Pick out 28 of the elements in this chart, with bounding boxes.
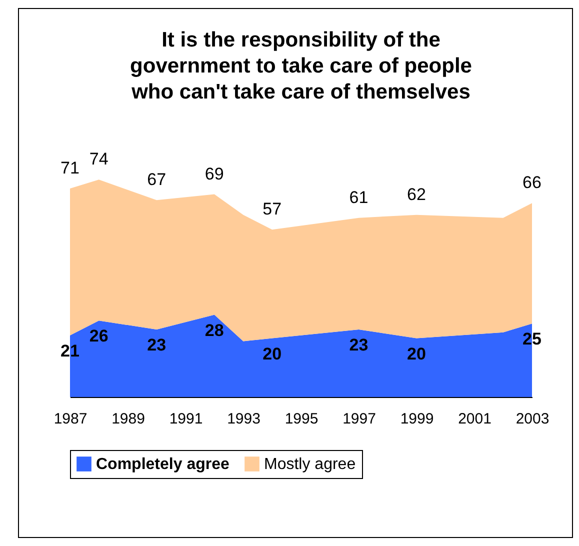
x-tick-label: 2003 <box>516 410 550 428</box>
total-label: 66 <box>522 173 542 192</box>
x-tick-label: 1999 <box>400 410 434 428</box>
data-label: 25 <box>522 330 542 349</box>
chart-title: It is the responsibility of the government to take care of people who can't take care of themselves <box>130 28 472 104</box>
data-label: 20 <box>262 344 282 364</box>
x-tick-label: 2001 <box>458 410 492 428</box>
x-tick-label: 1991 <box>169 410 203 428</box>
x-tick-label: 1997 <box>342 410 376 428</box>
data-label: 28 <box>204 320 224 340</box>
data-label: 21 <box>60 341 80 360</box>
total-label: 62 <box>407 184 426 204</box>
total-label: 74 <box>89 150 108 169</box>
data-label: 23 <box>349 335 368 354</box>
total-label: 61 <box>349 188 368 207</box>
x-tick-label: 1995 <box>284 410 318 428</box>
total-label: 57 <box>262 200 282 219</box>
legend-label: Completely agree <box>96 456 230 473</box>
x-tick-label: 1987 <box>54 410 88 428</box>
data-label: 20 <box>407 344 426 364</box>
data-label: 26 <box>89 326 108 346</box>
x-tick-label: 1993 <box>227 410 260 428</box>
total-label: 69 <box>204 164 224 184</box>
x-tick-label: 1989 <box>112 410 145 428</box>
total-label: 67 <box>147 170 166 190</box>
legend-label: Mostly agree <box>264 456 356 473</box>
data-label: 23 <box>147 335 166 354</box>
total-label: 71 <box>60 158 80 178</box>
